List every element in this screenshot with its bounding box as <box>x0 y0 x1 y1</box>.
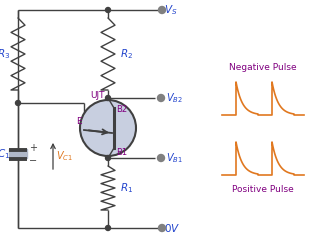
Text: $V_{B1}$: $V_{B1}$ <box>166 151 183 165</box>
Text: Positive Pulse: Positive Pulse <box>232 184 294 193</box>
Circle shape <box>159 225 166 232</box>
Circle shape <box>106 226 111 231</box>
Text: Negative Pulse: Negative Pulse <box>229 63 297 72</box>
Circle shape <box>106 95 111 101</box>
Text: −: − <box>29 156 37 166</box>
Text: $C_1$: $C_1$ <box>0 148 11 161</box>
Text: $V_{B2}$: $V_{B2}$ <box>166 91 183 105</box>
Text: $R_2$: $R_2$ <box>120 47 133 61</box>
Text: $R_3$: $R_3$ <box>0 47 11 61</box>
Circle shape <box>159 7 166 14</box>
Text: +: + <box>29 143 37 153</box>
Circle shape <box>157 155 165 162</box>
Bar <box>9 149 27 158</box>
Text: $R_1$: $R_1$ <box>120 181 133 195</box>
Text: $V_{C1}$: $V_{C1}$ <box>56 149 73 163</box>
Text: B1: B1 <box>116 148 127 157</box>
Circle shape <box>106 156 111 160</box>
Circle shape <box>106 8 111 12</box>
Circle shape <box>15 101 21 105</box>
Text: $0V$: $0V$ <box>164 222 180 234</box>
Text: UJT: UJT <box>90 90 105 99</box>
Text: E: E <box>76 118 82 127</box>
Circle shape <box>80 100 136 156</box>
Text: $V_S$: $V_S$ <box>164 3 178 17</box>
Text: B2: B2 <box>116 105 127 114</box>
Circle shape <box>157 95 165 102</box>
